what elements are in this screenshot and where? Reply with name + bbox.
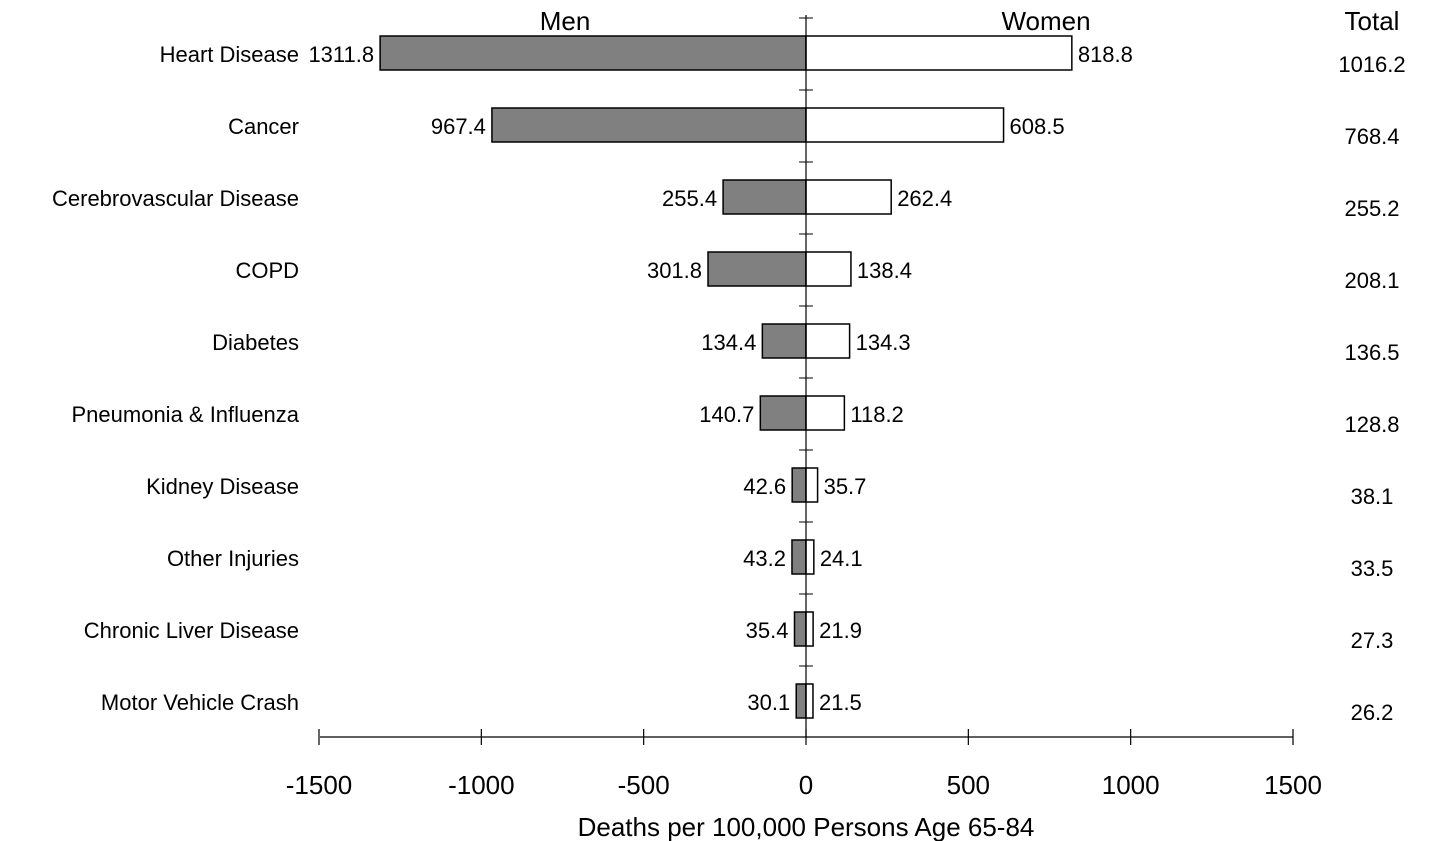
women-value-label: 134.3 (856, 330, 911, 355)
total-value-label: 1016.2 (1338, 52, 1405, 77)
category-label: COPD (235, 258, 299, 283)
men-bar (791, 467, 807, 503)
women-bar (805, 611, 814, 647)
x-tick-label: -1000 (448, 770, 515, 800)
men-bar (795, 683, 807, 719)
women-value-label: 818.8 (1078, 42, 1133, 67)
x-tick-label: 1500 (1264, 770, 1322, 800)
total-value-label: 768.4 (1344, 124, 1399, 149)
category-label: Kidney Disease (146, 474, 299, 499)
x-tick-label: 0 (799, 770, 813, 800)
men-value-label: 1311.8 (308, 42, 374, 67)
total-value-label: 128.8 (1344, 412, 1399, 437)
women-bar (805, 35, 1073, 71)
men-value-label: 35.4 (746, 618, 789, 643)
women-bar (805, 107, 1005, 143)
women-bar (805, 539, 815, 575)
category-label: Motor Vehicle Crash (101, 690, 299, 715)
men-bar (491, 107, 807, 143)
women-bar (805, 683, 814, 719)
category-label: Cerebrovascular Disease (52, 186, 299, 211)
header-men: Men (540, 6, 591, 36)
x-tick-label: -500 (618, 770, 670, 800)
women-bar (805, 395, 846, 431)
category-label: Chronic Liver Disease (84, 618, 299, 643)
women-value-label: 608.5 (1010, 114, 1065, 139)
men-value-label: 134.4 (701, 330, 756, 355)
header-total: Total (1345, 6, 1400, 36)
men-value-label: 42.6 (743, 474, 786, 499)
total-value-label: 27.3 (1351, 628, 1394, 653)
men-value-label: 43.2 (743, 546, 786, 571)
total-value-label: 136.5 (1344, 340, 1399, 365)
men-value-label: 140.7 (699, 402, 754, 427)
men-value-label: 967.4 (431, 114, 486, 139)
men-bar (722, 179, 807, 215)
men-bar (793, 611, 807, 647)
header-women: Women (1001, 6, 1090, 36)
total-value-label: 26.2 (1351, 700, 1394, 725)
men-bar (791, 539, 807, 575)
women-value-label: 262.4 (897, 186, 952, 211)
women-value-label: 138.4 (857, 258, 912, 283)
total-value-label: 208.1 (1344, 268, 1399, 293)
men-value-label: 30.1 (747, 690, 790, 715)
women-bar (805, 467, 819, 503)
x-axis-title: Deaths per 100,000 Persons Age 65-84 (578, 812, 1035, 841)
x-tick-label: -1500 (286, 770, 353, 800)
women-value-label: 21.9 (819, 618, 862, 643)
women-value-label: 21.5 (819, 690, 862, 715)
x-axis: -1500 -1000 -500 0 500 1000 1500 (286, 15, 1322, 800)
category-label: Cancer (228, 114, 299, 139)
women-value-label: 35.7 (824, 474, 867, 499)
women-value-label: 118.2 (850, 402, 903, 427)
women-value-label: 24.1 (820, 546, 863, 571)
women-bar (805, 323, 851, 359)
total-value-label: 33.5 (1351, 556, 1394, 581)
bars-group: Heart Disease 1311.8 818.8 1016.2 Cancer 967.… (52, 35, 1406, 725)
total-value-label: 38.1 (1351, 484, 1394, 509)
total-value-label: 255.2 (1344, 196, 1399, 221)
category-label: Diabetes (212, 330, 299, 355)
men-bar (379, 35, 807, 71)
category-label: Heart Disease (160, 42, 299, 67)
x-tick-label: 1000 (1102, 770, 1160, 800)
men-bar (707, 251, 807, 287)
men-bar (761, 323, 807, 359)
x-tick-label: 500 (947, 770, 990, 800)
men-bar (759, 395, 807, 431)
men-value-label: 255.4 (662, 186, 717, 211)
men-value-label: 301.8 (647, 258, 702, 283)
category-label: Pneumonia & Influenza (72, 402, 300, 427)
women-bar (805, 179, 892, 215)
category-label: Other Injuries (167, 546, 299, 571)
women-bar (805, 251, 852, 287)
